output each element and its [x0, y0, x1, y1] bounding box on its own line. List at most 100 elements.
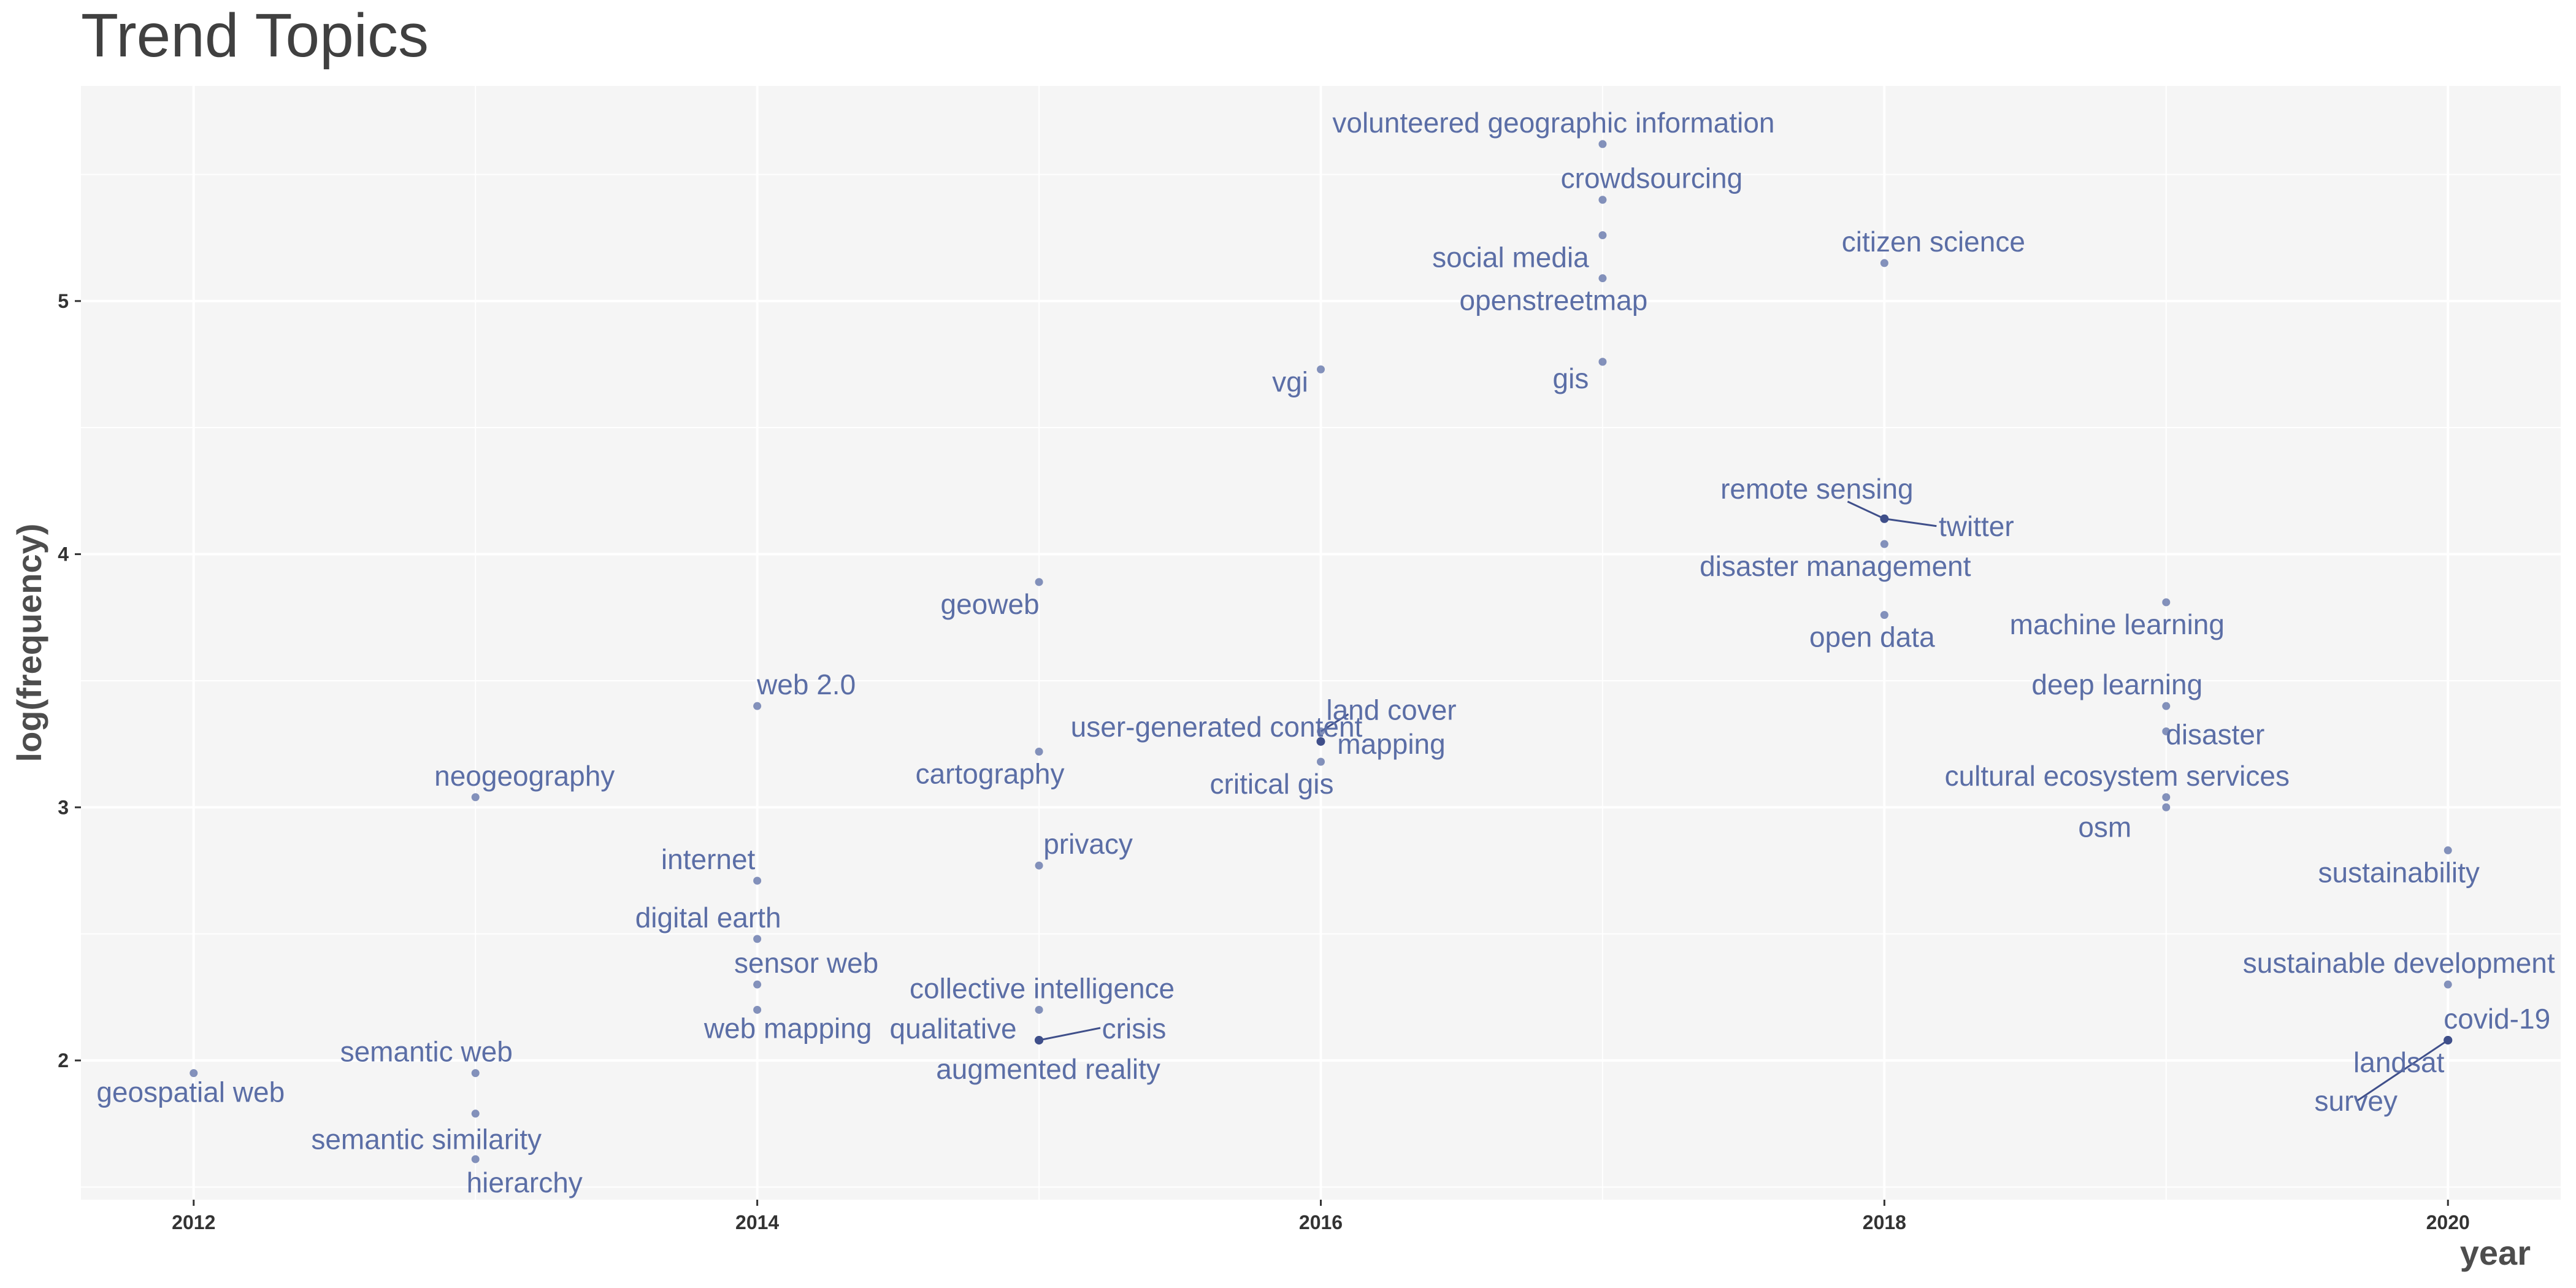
x-axis-title: year	[2460, 1233, 2531, 1272]
label-sustainability: sustainability	[2318, 856, 2480, 888]
point-disaster-management	[1880, 540, 1888, 548]
label-volunteered-geographic-information: volunteered geographic information	[1332, 107, 1774, 139]
point-machine-learning	[2162, 598, 2171, 607]
label-semantic-similarity: semantic similarity	[311, 1124, 542, 1156]
x-tick-label-2020: 2020	[2426, 1211, 2470, 1233]
point-collective-intelligence	[1035, 1005, 1043, 1014]
label-neogeography: neogeography	[434, 760, 615, 792]
point-twitter	[1880, 514, 1889, 523]
point-privacy	[1035, 861, 1043, 870]
label-hierarchy: hierarchy	[467, 1167, 583, 1198]
x-tick-label-2012: 2012	[172, 1211, 215, 1233]
y-tick-label-5: 5	[58, 290, 69, 312]
label-geospatial-web: geospatial web	[96, 1076, 285, 1108]
y-tick-label-2: 2	[58, 1049, 69, 1071]
label-cartography: cartography	[916, 757, 1065, 789]
label-twitter: twitter	[1939, 510, 2014, 542]
label-openstreetmap: openstreetmap	[1459, 285, 1647, 316]
label-cultural-ecosystem-services: cultural ecosystem services	[1945, 760, 2290, 792]
label-remote-sensing: remote sensing	[1720, 473, 1914, 505]
point-osm	[2162, 803, 2171, 811]
point-open-data	[1880, 611, 1888, 619]
point-sensor-web	[753, 980, 762, 989]
label-digital-earth: digital earth	[635, 902, 781, 933]
y-tick-label-4: 4	[58, 543, 69, 565]
point-citizen-science	[1880, 259, 1888, 267]
point-openstreetmap	[1598, 274, 1607, 283]
label-land-cover: land cover	[1326, 694, 1456, 726]
point-internet	[753, 876, 762, 885]
x-tick-label-2014: 2014	[735, 1211, 779, 1233]
label-covid-19: covid-19	[2444, 1003, 2550, 1035]
point-web-mapping	[753, 1005, 762, 1014]
point-social-media	[1598, 231, 1607, 240]
x-tick-label-2016: 2016	[1299, 1211, 1343, 1233]
y-axis-title: log(frequency)	[10, 524, 48, 762]
label-machine-learning: machine learning	[2010, 608, 2225, 640]
axis-ticks: 2012 2014 2016 2018 2020 2 3 4 5	[58, 290, 2470, 1233]
leader-line-remote-sensing	[1847, 500, 1885, 520]
point-critical-gis	[1317, 757, 1325, 766]
label-social-media: social media	[1432, 242, 1589, 274]
label-privacy: privacy	[1043, 828, 1133, 860]
label-internet: internet	[661, 843, 756, 875]
point-cultural-ecosystem-services	[2162, 793, 2171, 802]
chart-title: Trend Topics	[81, 1, 429, 70]
point-sustainability	[2444, 846, 2452, 854]
label-crowdsourcing: crowdsourcing	[1561, 163, 1743, 194]
leader-line-twitter	[1884, 518, 1937, 527]
label-citizen-science: citizen science	[1842, 226, 2025, 258]
label-vgi: vgi	[1272, 366, 1308, 397]
point-crowdsourcing	[1598, 196, 1607, 204]
point-cartography	[1035, 747, 1043, 756]
label-leader-lines	[1038, 500, 2449, 1103]
leader-line-survey	[2355, 1039, 2449, 1103]
point-geoweb	[1035, 578, 1043, 586]
label-web-mapping: web mapping	[703, 1012, 872, 1044]
label-qualitative: qualitative	[889, 1013, 1016, 1045]
point-hierarchy	[471, 1155, 480, 1163]
point-augmented-reality	[1035, 1035, 1044, 1045]
point-mapping	[1316, 737, 1325, 746]
label-sustainable-development: sustainable development	[2243, 947, 2555, 979]
point-land-cover	[1317, 727, 1325, 735]
label-web-2-0: web 2.0	[756, 669, 856, 700]
label-deep-learning: deep learning	[2031, 669, 2202, 700]
label-collective-intelligence: collective intelligence	[910, 972, 1175, 1004]
point-survey	[2444, 1035, 2453, 1045]
label-geoweb: geoweb	[940, 588, 1039, 620]
label-disaster-management: disaster management	[1700, 550, 1971, 582]
point-web-2-0	[753, 702, 762, 710]
point-semantic-web	[471, 1069, 480, 1078]
label-gis: gis	[1553, 362, 1589, 394]
point-volunteered-geographic-information	[1598, 140, 1607, 148]
point-vgi	[1317, 365, 1325, 374]
point-semantic-similarity	[471, 1110, 480, 1118]
point-sustainable-development	[2444, 980, 2452, 989]
data-points	[190, 140, 2453, 1163]
label-landsat: landsat	[2353, 1046, 2445, 1078]
label-critical-gis: critical gis	[1210, 768, 1334, 800]
label-osm: osm	[2078, 811, 2131, 843]
label-augmented-reality: augmented reality	[936, 1053, 1160, 1085]
leader-line-crisis	[1038, 1027, 1101, 1041]
label-open-data: open data	[1809, 621, 1935, 653]
x-tick-label-2018: 2018	[1863, 1211, 1906, 1233]
point-labels: geospatial web neogeography semantic web se…	[96, 107, 2555, 1198]
point-geospatial-web	[190, 1069, 198, 1078]
point-deep-learning	[2162, 702, 2171, 710]
label-mapping: mapping	[1337, 728, 1445, 760]
point-gis	[1598, 358, 1607, 366]
point-digital-earth	[753, 935, 762, 943]
label-survey: survey	[2314, 1085, 2397, 1117]
point-disaster	[2162, 727, 2171, 735]
point-neogeography	[471, 793, 480, 802]
label-user-generated-content: user-generated content	[1071, 711, 1363, 743]
label-disaster: disaster	[2166, 718, 2264, 750]
leader-line-land-cover	[1320, 713, 1349, 732]
grid	[81, 86, 2561, 1200]
label-sensor-web: sensor web	[734, 947, 878, 979]
label-semantic-web: semantic web	[340, 1036, 513, 1068]
label-crisis: crisis	[1102, 1013, 1167, 1045]
